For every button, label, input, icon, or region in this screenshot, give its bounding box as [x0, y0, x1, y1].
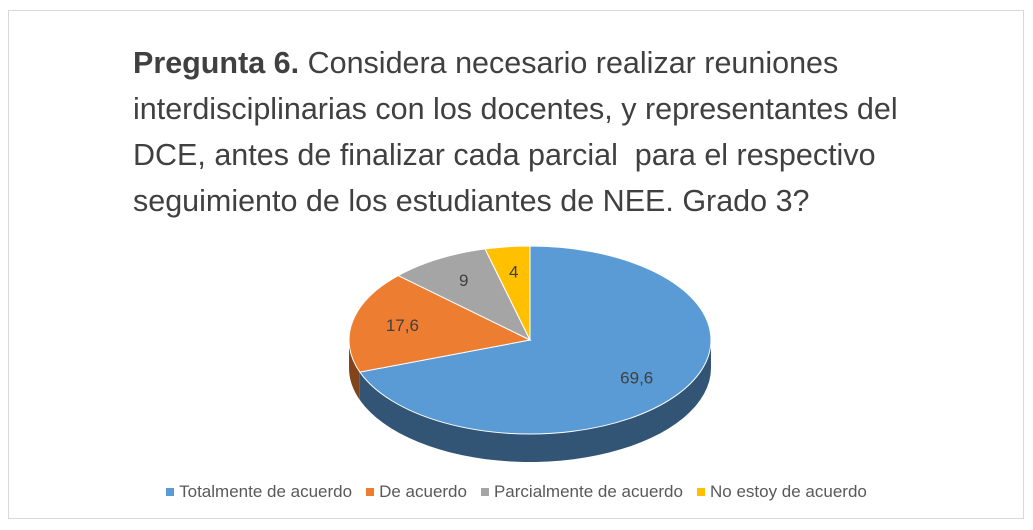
legend-swatch — [166, 488, 175, 496]
legend-item: No estoy de acuerdo — [696, 482, 867, 502]
data-label: 69,6 — [620, 368, 653, 387]
legend-item: De acuerdo — [366, 482, 467, 502]
legend: Totalmente de acuerdo De acuerdo Parcialme… — [0, 482, 1033, 502]
data-label: 17,6 — [386, 316, 419, 335]
chart-frame — [8, 10, 1024, 519]
legend-label: Parcialmente de acuerdo — [493, 482, 683, 501]
legend-label: Totalmente de acuerdo — [179, 482, 353, 501]
legend-label: No estoy de acuerdo — [709, 482, 867, 501]
legend-swatch — [366, 488, 375, 496]
legend-label: De acuerdo — [379, 482, 467, 501]
legend-item: Totalmente de acuerdo — [166, 482, 352, 502]
slice — [358, 245, 712, 435]
legend-swatch — [696, 488, 705, 496]
data-label: 4 — [509, 262, 518, 281]
slice — [397, 248, 532, 342]
legend-swatch — [480, 488, 489, 496]
legend-item: Parcialmente de acuerdo — [480, 482, 683, 502]
slice-side — [359, 340, 711, 462]
slice-side — [349, 340, 360, 401]
slice — [484, 245, 531, 341]
data-label: 9 — [459, 271, 468, 290]
chart-title: Pregunta 6. Considera necesario realizar… — [133, 40, 913, 224]
title-text: Considera necesario realizar reuniones i… — [133, 46, 907, 218]
slice — [348, 274, 532, 373]
title-lead: Pregunta 6. — [133, 46, 300, 80]
